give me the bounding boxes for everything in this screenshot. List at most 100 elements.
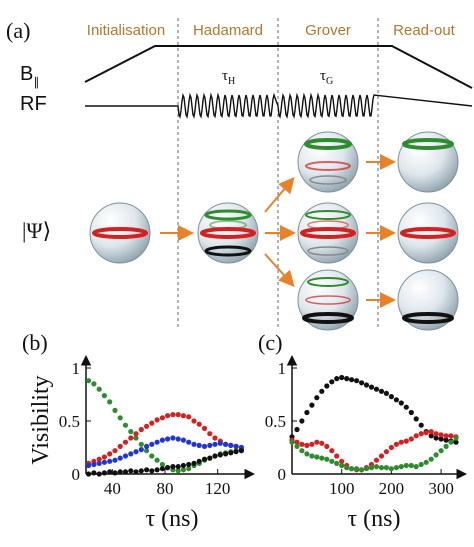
chart-c-point-red bbox=[413, 433, 419, 439]
chart-c-ytick-label: 1 bbox=[278, 359, 287, 378]
chart-b-point-red bbox=[96, 456, 102, 462]
chart-c-point-black bbox=[433, 435, 439, 441]
chart-c-point-green bbox=[383, 465, 389, 471]
chart-c-point-green bbox=[408, 462, 414, 469]
chart-b-point-green bbox=[96, 386, 102, 392]
chart-c-point-red bbox=[334, 453, 340, 459]
chart-c-point-black bbox=[363, 382, 370, 388]
chart-b-point-green bbox=[122, 422, 129, 428]
chart-b-point-red bbox=[212, 435, 218, 441]
chart-b-point-green bbox=[180, 467, 186, 473]
chart-b-point-blue bbox=[233, 443, 239, 449]
chart-b-point-red bbox=[191, 418, 197, 424]
chart-c-point-green bbox=[354, 466, 360, 472]
chart-b-point-blue bbox=[186, 439, 192, 445]
chart-b: 40 80 120 0 0.5 1 bbox=[59, 355, 255, 498]
chart-b-ytick-label: 0.5 bbox=[59, 412, 80, 431]
chart-b-point-black bbox=[101, 470, 107, 476]
chart-c-point-black bbox=[359, 380, 365, 386]
chart-b-point-red bbox=[128, 435, 134, 441]
phase-label-readout: Read-out bbox=[393, 22, 456, 39]
chart-b-point-red bbox=[175, 412, 181, 418]
chart-c-point-black bbox=[398, 400, 404, 406]
sphere-grover-top bbox=[297, 131, 359, 193]
chart-c-point-black bbox=[428, 433, 434, 439]
b-parallel-trace bbox=[84, 45, 473, 89]
chart-b-point-blue bbox=[96, 460, 102, 466]
chart-c-point-green bbox=[344, 465, 350, 471]
chart-b-point-blue bbox=[138, 447, 144, 453]
chart-c: 100 200 300 0 0.5 1 bbox=[265, 355, 467, 498]
chart-c-point-black bbox=[299, 418, 305, 424]
chart-c-point-green bbox=[453, 435, 459, 441]
chart-b-point-green bbox=[101, 393, 107, 399]
chart-c-point-red bbox=[304, 442, 310, 448]
sphere-readout-mid bbox=[397, 202, 459, 264]
chart-c-ytick-label: 0 bbox=[278, 465, 287, 484]
chart-b-point-red bbox=[101, 454, 107, 460]
chart-b-point-green bbox=[91, 381, 97, 387]
chart-b-point-black bbox=[144, 467, 150, 473]
chart-c-point-black bbox=[344, 376, 350, 382]
chart-c-point-red bbox=[324, 443, 330, 449]
chart-b-point-blue bbox=[217, 440, 223, 446]
process-arrows bbox=[160, 154, 396, 308]
chart-b-point-red bbox=[117, 443, 123, 449]
chart-b-point-blue bbox=[112, 457, 118, 463]
chart-c-point-red bbox=[418, 431, 424, 437]
chart-b-point-green bbox=[186, 466, 192, 472]
chart-b-point-green bbox=[112, 407, 118, 413]
chart-b-point-black bbox=[207, 455, 213, 461]
sphere-hadamard bbox=[197, 202, 259, 264]
chart-b-point-black bbox=[223, 451, 229, 457]
chart-c-point-green bbox=[423, 459, 429, 465]
chart-c-ytick-label: 0.5 bbox=[265, 412, 286, 431]
chart-b-point-black bbox=[217, 452, 223, 458]
chart-b-point-blue bbox=[212, 441, 218, 447]
chart-c-point-green bbox=[448, 439, 454, 445]
chart-c-point-green bbox=[403, 462, 409, 469]
chart-b-point-green bbox=[154, 457, 160, 463]
chart-b-point-blue bbox=[170, 435, 176, 441]
chart-b-point-black bbox=[233, 449, 239, 455]
chart-b-point-green bbox=[138, 441, 144, 447]
chart-b-point-black bbox=[112, 470, 118, 476]
chart-c-point-black bbox=[453, 439, 459, 445]
chart-b-point-black bbox=[138, 468, 144, 474]
chart-b-point-blue bbox=[122, 453, 129, 459]
chart-c-point-red bbox=[294, 439, 300, 445]
chart-b-point-black bbox=[238, 448, 244, 454]
chart-b-point-black bbox=[128, 468, 134, 474]
chart-b-point-blue bbox=[180, 437, 186, 443]
panel-label-b: (b) bbox=[22, 330, 48, 355]
chart-c-point-red bbox=[448, 433, 454, 439]
chart-b-point-blue bbox=[128, 451, 134, 457]
chart-c-point-red bbox=[299, 441, 305, 447]
chart-b-point-blue bbox=[154, 439, 160, 445]
chart-c-point-black bbox=[413, 416, 419, 422]
chart-c-point-red bbox=[398, 439, 404, 445]
chart-b-point-black bbox=[196, 458, 202, 464]
chart-b-xtick-label: 40 bbox=[104, 479, 121, 498]
chart-b-point-green bbox=[144, 448, 150, 454]
chart-b-xtick-label: 80 bbox=[157, 479, 174, 498]
chart-b-point-red bbox=[133, 431, 139, 437]
chart-b-point-black bbox=[175, 464, 181, 470]
tau-g-label: τG bbox=[320, 68, 333, 87]
chart-c-point-red bbox=[428, 429, 434, 435]
chart-c-point-red bbox=[433, 431, 439, 437]
chart-c-point-green bbox=[314, 454, 320, 460]
chart-c-point-black bbox=[339, 374, 345, 381]
chart-b-point-blue bbox=[196, 442, 202, 448]
chart-b-point-black bbox=[149, 468, 155, 474]
panel-label-a: (a) bbox=[6, 18, 30, 43]
chart-c-point-black bbox=[378, 388, 385, 394]
chart-c-xtick-label: 200 bbox=[379, 479, 405, 498]
chart-b-point-red bbox=[138, 426, 144, 433]
chart-c-point-black bbox=[309, 402, 315, 408]
chart-b-point-black bbox=[186, 461, 192, 468]
chart-c-point-black bbox=[383, 390, 389, 396]
chart-b-point-blue bbox=[91, 461, 97, 468]
chart-c-point-black bbox=[319, 388, 325, 394]
